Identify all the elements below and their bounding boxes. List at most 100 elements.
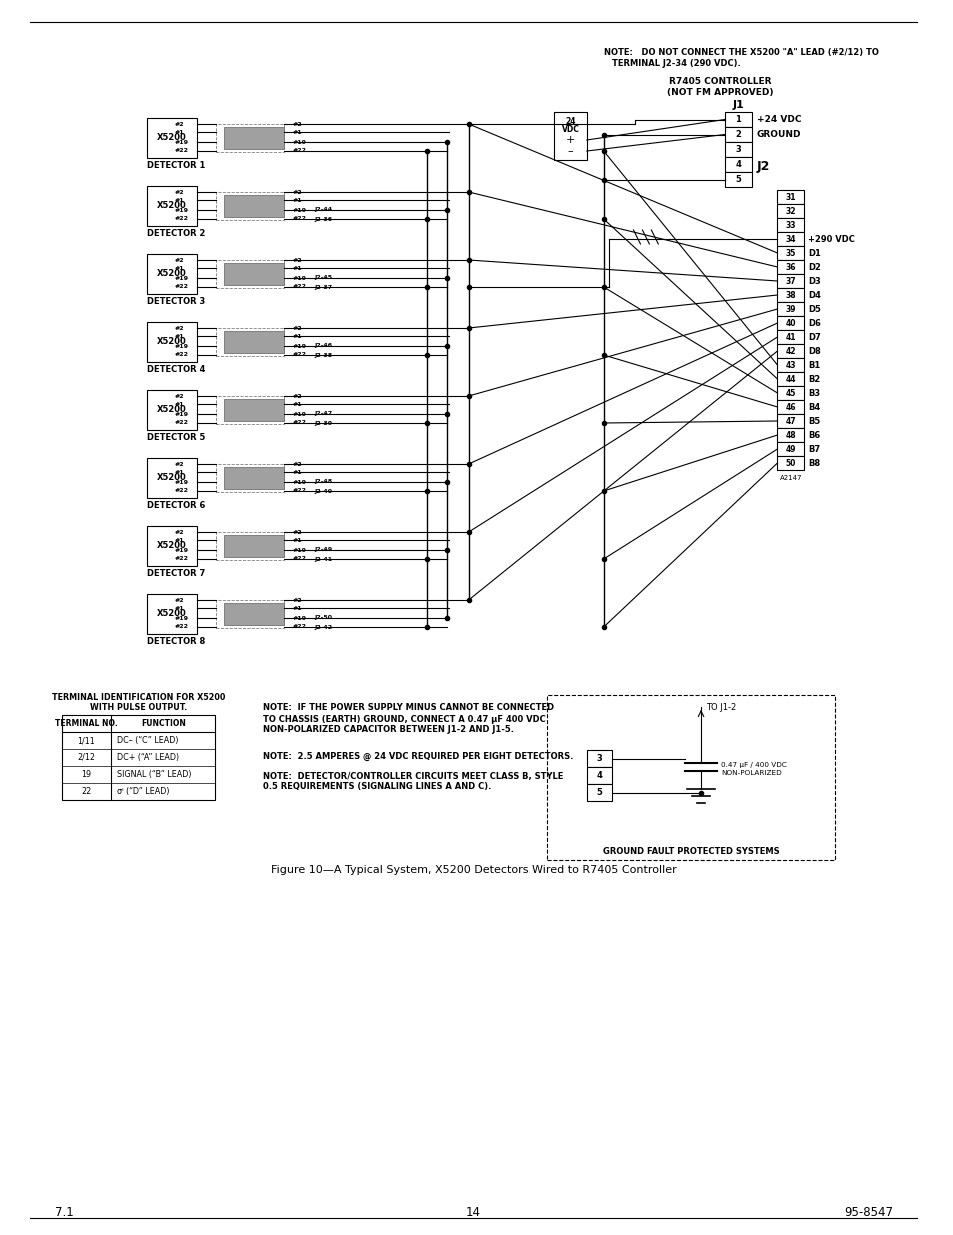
Text: #2: #2	[293, 530, 302, 535]
Text: SIGNAL (“B” LEAD): SIGNAL (“B” LEAD)	[117, 769, 192, 779]
Text: 0.47 μF / 400 VDC: 0.47 μF / 400 VDC	[720, 762, 786, 768]
Text: DC– (“C” LEAD): DC– (“C” LEAD)	[117, 736, 178, 745]
Text: J2-46: J2-46	[314, 343, 333, 348]
Text: X5200: X5200	[156, 405, 187, 414]
Text: #1: #1	[174, 333, 184, 338]
Text: #22: #22	[293, 625, 307, 630]
Text: 22: 22	[81, 787, 91, 797]
Bar	[777, 414, 803, 429]
Bar	[224, 195, 284, 217]
Bar	[224, 603, 284, 625]
Bar	[216, 329, 284, 356]
Bar	[224, 467, 284, 489]
Text: #1: #1	[293, 198, 302, 203]
Bar	[724, 157, 751, 172]
Text: 1/11: 1/11	[77, 736, 95, 745]
Bar	[777, 456, 803, 471]
Text: 1: 1	[735, 115, 740, 124]
Text: #2: #2	[174, 189, 184, 194]
Text: #22: #22	[174, 557, 189, 562]
Bar	[546, 695, 834, 860]
Text: #1: #1	[293, 266, 302, 270]
Text: J2-49: J2-49	[314, 547, 333, 552]
Text: #19: #19	[293, 615, 307, 620]
Text: TERMINAL IDENTIFICATION FOR X5200: TERMINAL IDENTIFICATION FOR X5200	[51, 693, 225, 701]
Bar	[216, 600, 284, 629]
Text: #2: #2	[174, 326, 184, 331]
Bar	[777, 429, 803, 442]
Bar	[777, 442, 803, 456]
Bar	[147, 186, 196, 226]
Text: D7: D7	[807, 332, 821, 342]
Text: DETECTOR 8: DETECTOR 8	[147, 636, 205, 646]
Text: TO J1-2: TO J1-2	[705, 703, 735, 711]
Text: NON-POLARIZED: NON-POLARIZED	[720, 769, 781, 776]
Text: 37: 37	[784, 277, 796, 285]
Text: #19: #19	[174, 275, 189, 280]
Text: #1: #1	[293, 130, 302, 135]
Text: #2: #2	[293, 394, 302, 399]
Text: X5200: X5200	[156, 200, 187, 210]
Bar	[216, 124, 284, 152]
Bar	[147, 254, 196, 294]
Text: J2-36: J2-36	[314, 216, 333, 221]
Text: 47: 47	[784, 416, 796, 426]
Bar	[216, 191, 284, 220]
Text: +290 VDC: +290 VDC	[807, 235, 854, 243]
Text: B7: B7	[807, 445, 820, 453]
Text: X5200: X5200	[156, 132, 187, 142]
Text: 38: 38	[784, 290, 796, 300]
Text: #1: #1	[293, 333, 302, 338]
Text: J2-47: J2-47	[314, 411, 333, 416]
Text: 35: 35	[785, 248, 795, 258]
Text: #2: #2	[293, 189, 302, 194]
Text: #22: #22	[293, 489, 307, 494]
Text: #1: #1	[293, 469, 302, 474]
Bar	[724, 142, 751, 157]
Text: #19: #19	[174, 140, 189, 144]
Text: 34: 34	[785, 235, 796, 243]
Text: 5: 5	[735, 175, 740, 184]
Bar	[724, 172, 751, 186]
Bar	[777, 358, 803, 372]
Text: J2-38: J2-38	[314, 352, 333, 357]
Text: +: +	[565, 135, 575, 144]
Text: J2-45: J2-45	[314, 275, 333, 280]
Bar	[777, 303, 803, 316]
Text: #19: #19	[174, 547, 189, 552]
Text: J2: J2	[756, 161, 769, 173]
Bar	[777, 204, 803, 219]
Bar	[62, 715, 215, 800]
Text: B4: B4	[807, 403, 820, 411]
Text: NON-POLARIZED CAPACITOR BETWEEN J1-2 AND J1-5.: NON-POLARIZED CAPACITOR BETWEEN J1-2 AND…	[263, 725, 514, 735]
Text: 33: 33	[785, 221, 796, 230]
Text: FUNCTION: FUNCTION	[141, 719, 186, 727]
Text: B8: B8	[807, 458, 820, 468]
Text: #1: #1	[174, 469, 184, 474]
Bar	[224, 399, 284, 421]
Text: 7.1: 7.1	[54, 1205, 73, 1219]
Text: #2: #2	[174, 598, 184, 603]
Text: #2: #2	[293, 598, 302, 603]
Text: #22: #22	[174, 216, 189, 221]
Text: J2-37: J2-37	[314, 284, 333, 289]
Bar	[216, 396, 284, 424]
Text: 42: 42	[785, 347, 796, 356]
Text: 45: 45	[785, 389, 795, 398]
Text: D8: D8	[807, 347, 821, 356]
Bar	[777, 274, 803, 288]
Text: 3: 3	[596, 755, 601, 763]
Text: #1: #1	[174, 537, 184, 542]
Text: (NOT FM APPROVED): (NOT FM APPROVED)	[666, 89, 772, 98]
Text: #2: #2	[174, 394, 184, 399]
Bar	[586, 750, 611, 767]
Text: X5200: X5200	[156, 336, 187, 346]
Bar	[724, 127, 751, 142]
Text: #19: #19	[293, 411, 307, 416]
Text: DETECTOR 3: DETECTOR 3	[147, 296, 205, 305]
Text: #22: #22	[293, 557, 307, 562]
Bar	[586, 767, 611, 784]
Text: J2-40: J2-40	[314, 489, 333, 494]
Text: X5200: X5200	[156, 473, 187, 482]
Text: J2-44: J2-44	[314, 207, 333, 212]
